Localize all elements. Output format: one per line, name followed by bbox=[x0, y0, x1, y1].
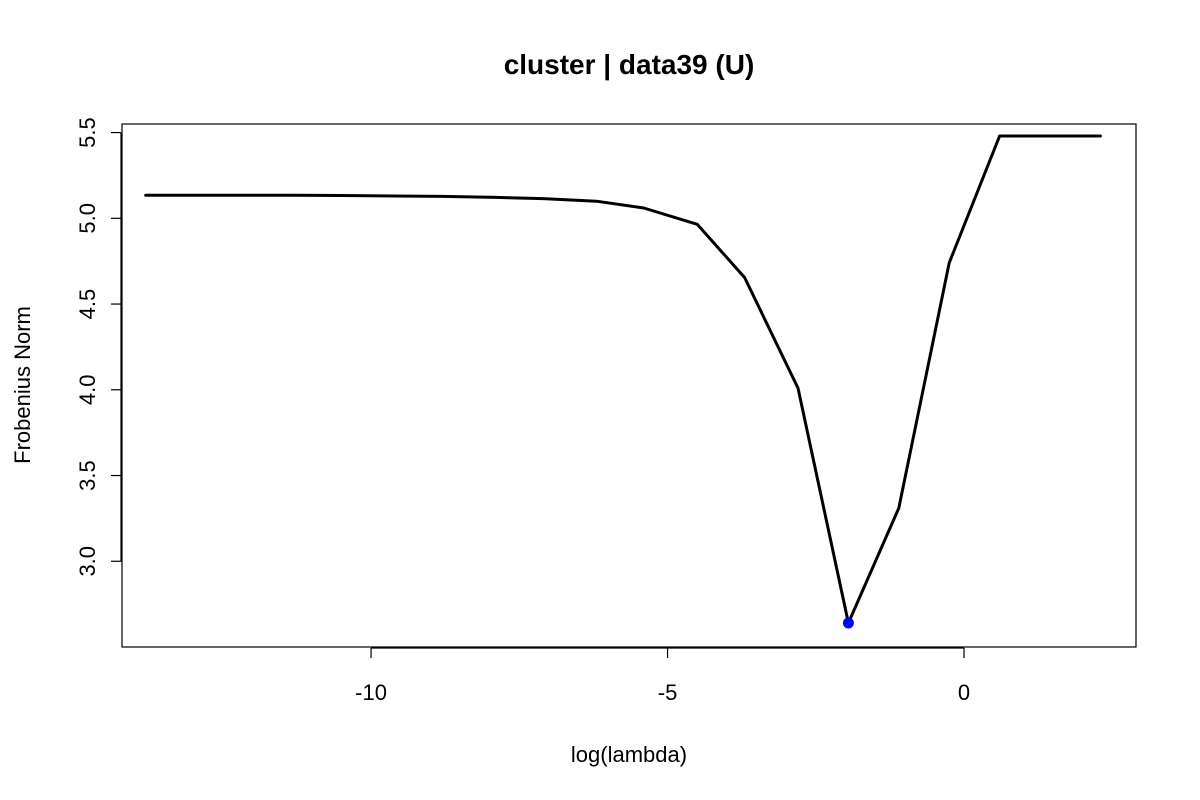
series-line bbox=[144, 134, 1102, 625]
plot-area bbox=[121, 123, 1137, 648]
x-tick-label: -10 bbox=[355, 680, 387, 705]
y-tick-label: 5.0 bbox=[75, 203, 100, 234]
y-tick-label: 3.0 bbox=[75, 546, 100, 577]
x-axis: -10 -5 0 bbox=[355, 647, 970, 705]
y-axis-label: Frobenius Norm bbox=[10, 306, 35, 464]
x-tick-label: 0 bbox=[958, 680, 970, 705]
minimum-point-marker bbox=[842, 617, 854, 629]
x-tick-label: -5 bbox=[658, 680, 678, 705]
y-tick-label: 3.5 bbox=[75, 460, 100, 491]
y-axis: 3.0 3.5 4.0 4.5 5.0 5.5 bbox=[75, 117, 122, 577]
chart-title: cluster | data39 (U) bbox=[504, 49, 755, 80]
y-tick-label: 5.5 bbox=[75, 117, 100, 148]
y-tick-label: 4.0 bbox=[75, 374, 100, 405]
y-tick-label: 4.5 bbox=[75, 289, 100, 320]
x-axis-label: log(lambda) bbox=[571, 742, 687, 767]
series-group bbox=[144, 134, 1102, 629]
